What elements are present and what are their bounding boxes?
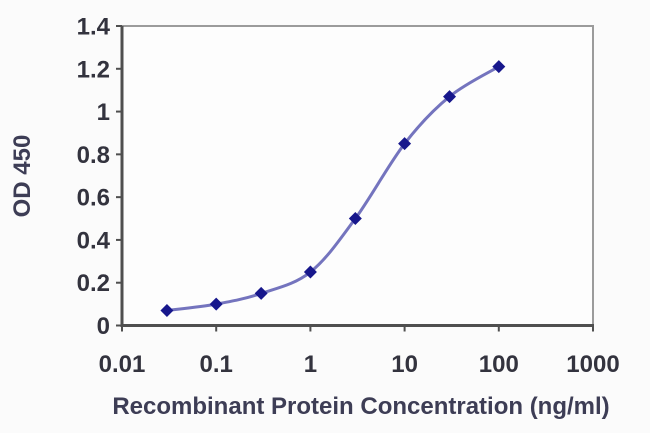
x-tick-label: 10 <box>391 351 418 378</box>
y-tick-label: 1.2 <box>77 56 110 83</box>
x-tick-label: 1000 <box>566 351 619 378</box>
x-axis-label: Recombinant Protein Concentration (ng/ml… <box>112 393 609 420</box>
data-series <box>160 60 506 318</box>
tick-labels: 0 0.2 0.4 0.6 0.8 1 1.2 1.4 0.01 0.1 1 10 100 1000 <box>77 14 620 379</box>
x-tick-label: 0.1 <box>200 351 233 378</box>
data-point-marker <box>443 90 457 104</box>
series-line <box>165 65 501 313</box>
y-tick-label: 0.2 <box>77 270 110 297</box>
y-tick-label: 0 <box>97 313 110 340</box>
y-axis-label: OD 450 <box>9 135 36 218</box>
data-point-marker <box>398 137 412 151</box>
data-point-marker <box>303 265 317 279</box>
data-point-marker <box>209 297 223 311</box>
data-point-marker <box>254 286 268 300</box>
y-tick-label: 0.6 <box>77 185 110 212</box>
x-tick-label: 1 <box>304 351 317 378</box>
data-point-marker <box>492 60 506 74</box>
y-tick-label: 0.4 <box>77 227 111 254</box>
plot-frame <box>120 25 594 327</box>
axis-ticks <box>116 25 594 332</box>
x-tick-label: 100 <box>479 351 519 378</box>
data-point-marker <box>348 212 362 226</box>
plot-border <box>121 25 594 327</box>
y-tick-label: 1.4 <box>77 14 111 41</box>
y-tick-label: 1 <box>97 99 110 126</box>
y-tick-label: 0.8 <box>77 142 110 169</box>
data-point-marker <box>160 304 174 318</box>
x-tick-label: 0.01 <box>99 351 146 378</box>
